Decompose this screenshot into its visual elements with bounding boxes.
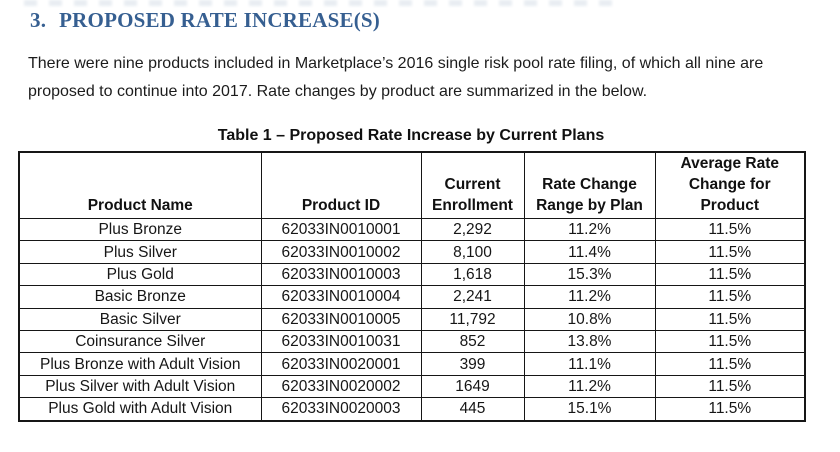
cell-product-id: 62033IN0010003	[260, 262, 422, 287]
table-row: Plus Gold with Adult Vision 62033IN00200…	[18, 397, 806, 422]
cell-rate-range: 11.2%	[523, 374, 656, 399]
table-row: Plus Silver 62033IN0010002 8,100 11.4% 1…	[18, 240, 806, 264]
cell-avg-rate: 11.5%	[654, 240, 806, 264]
cell-product-id: 62033IN0010031	[260, 329, 422, 354]
cell-rate-range: 11.4%	[523, 240, 656, 264]
table-header-row: Product Name Product ID Current Enrollme…	[18, 151, 806, 219]
cell-avg-rate: 11.5%	[654, 307, 806, 331]
cell-product-name: Coinsurance Silver	[18, 329, 262, 354]
cell-rate-range: 10.8%	[523, 307, 656, 331]
table-row: Basic Silver 62033IN0010005 11,792 10.8%…	[18, 307, 806, 331]
cell-rate-range: 13.8%	[523, 329, 656, 354]
cell-enrollment: 2,292	[420, 217, 525, 242]
header-rate-change-range: Rate Change Range by Plan	[523, 151, 656, 219]
table-title: Table 1 – Proposed Rate Increase by Curr…	[217, 127, 605, 144]
table-row: Plus Gold 62033IN0010003 1,618 15.3% 11.…	[18, 262, 806, 287]
cell-enrollment: 445	[420, 397, 525, 422]
cell-enrollment: 399	[420, 352, 525, 376]
cell-enrollment: 2,241	[420, 285, 525, 309]
intro-paragraph: There were nine products included in Mar…	[28, 55, 764, 100]
cell-rate-range: 11.1%	[523, 352, 656, 376]
table-row: Basic Bronze 62033IN0010004 2,241 11.2% …	[18, 285, 806, 309]
cell-enrollment: 11,792	[420, 307, 525, 331]
cell-enrollment: 852	[420, 329, 525, 354]
cell-rate-range: 11.2%	[523, 217, 656, 242]
cell-avg-rate: 11.5%	[654, 329, 806, 354]
cell-avg-rate: 11.5%	[654, 374, 806, 399]
cell-avg-rate: 11.5%	[654, 397, 806, 422]
rate-increase-table: Product Name Product ID Current Enrollme…	[18, 151, 806, 422]
cell-avg-rate: 11.5%	[654, 217, 806, 242]
header-average-rate-change: Average Rate Change for Product	[654, 151, 806, 219]
header-product-id: Product ID	[260, 151, 422, 219]
cell-product-id: 62033IN0020001	[260, 352, 422, 376]
section-heading: 3. PROPOSED RATE INCREASE(S)	[30, 8, 380, 33]
cell-avg-rate: 11.5%	[654, 262, 806, 287]
table-row: Plus Bronze 62033IN0010001 2,292 11.2% 1…	[18, 217, 806, 242]
cell-product-id: 62033IN0010002	[260, 240, 422, 264]
cell-product-id: 62033IN0010005	[260, 307, 422, 331]
cell-enrollment: 1,618	[420, 262, 525, 287]
scan-artifact	[24, 0, 624, 6]
cell-product-id: 62033IN0010001	[260, 217, 422, 242]
cell-product-name: Plus Gold	[18, 262, 262, 287]
cell-product-name: Plus Bronze	[18, 217, 262, 242]
table-row: Coinsurance Silver 62033IN0010031 852 13…	[18, 329, 806, 354]
section-title: PROPOSED RATE INCREASE(S)	[59, 8, 380, 32]
section-number: 3.	[30, 8, 47, 32]
cell-avg-rate: 11.5%	[654, 285, 806, 309]
cell-product-id: 62033IN0020002	[260, 374, 422, 399]
cell-product-name: Plus Silver with Adult Vision	[18, 374, 262, 399]
table-row: Plus Silver with Adult Vision 62033IN002…	[18, 374, 806, 399]
cell-product-id: 62033IN0020003	[260, 397, 422, 422]
cell-enrollment: 8,100	[420, 240, 525, 264]
cell-rate-range: 11.2%	[523, 285, 656, 309]
cell-product-name: Basic Bronze	[18, 285, 262, 309]
header-product-name: Product Name	[18, 151, 262, 219]
cell-rate-range: 15.1%	[523, 397, 656, 422]
cell-avg-rate: 11.5%	[654, 352, 806, 376]
cell-enrollment: 1649	[420, 374, 525, 399]
cell-product-name: Basic Silver	[18, 307, 262, 331]
cell-product-name: Plus Gold with Adult Vision	[18, 397, 262, 422]
cell-product-name: Plus Bronze with Adult Vision	[18, 352, 262, 376]
table-row: Plus Bronze with Adult Vision 62033IN002…	[18, 352, 806, 376]
header-current-enrollment: Current Enrollment	[420, 151, 525, 219]
cell-rate-range: 15.3%	[523, 262, 656, 287]
cell-product-name: Plus Silver	[18, 240, 262, 264]
cell-product-id: 62033IN0010004	[260, 285, 422, 309]
